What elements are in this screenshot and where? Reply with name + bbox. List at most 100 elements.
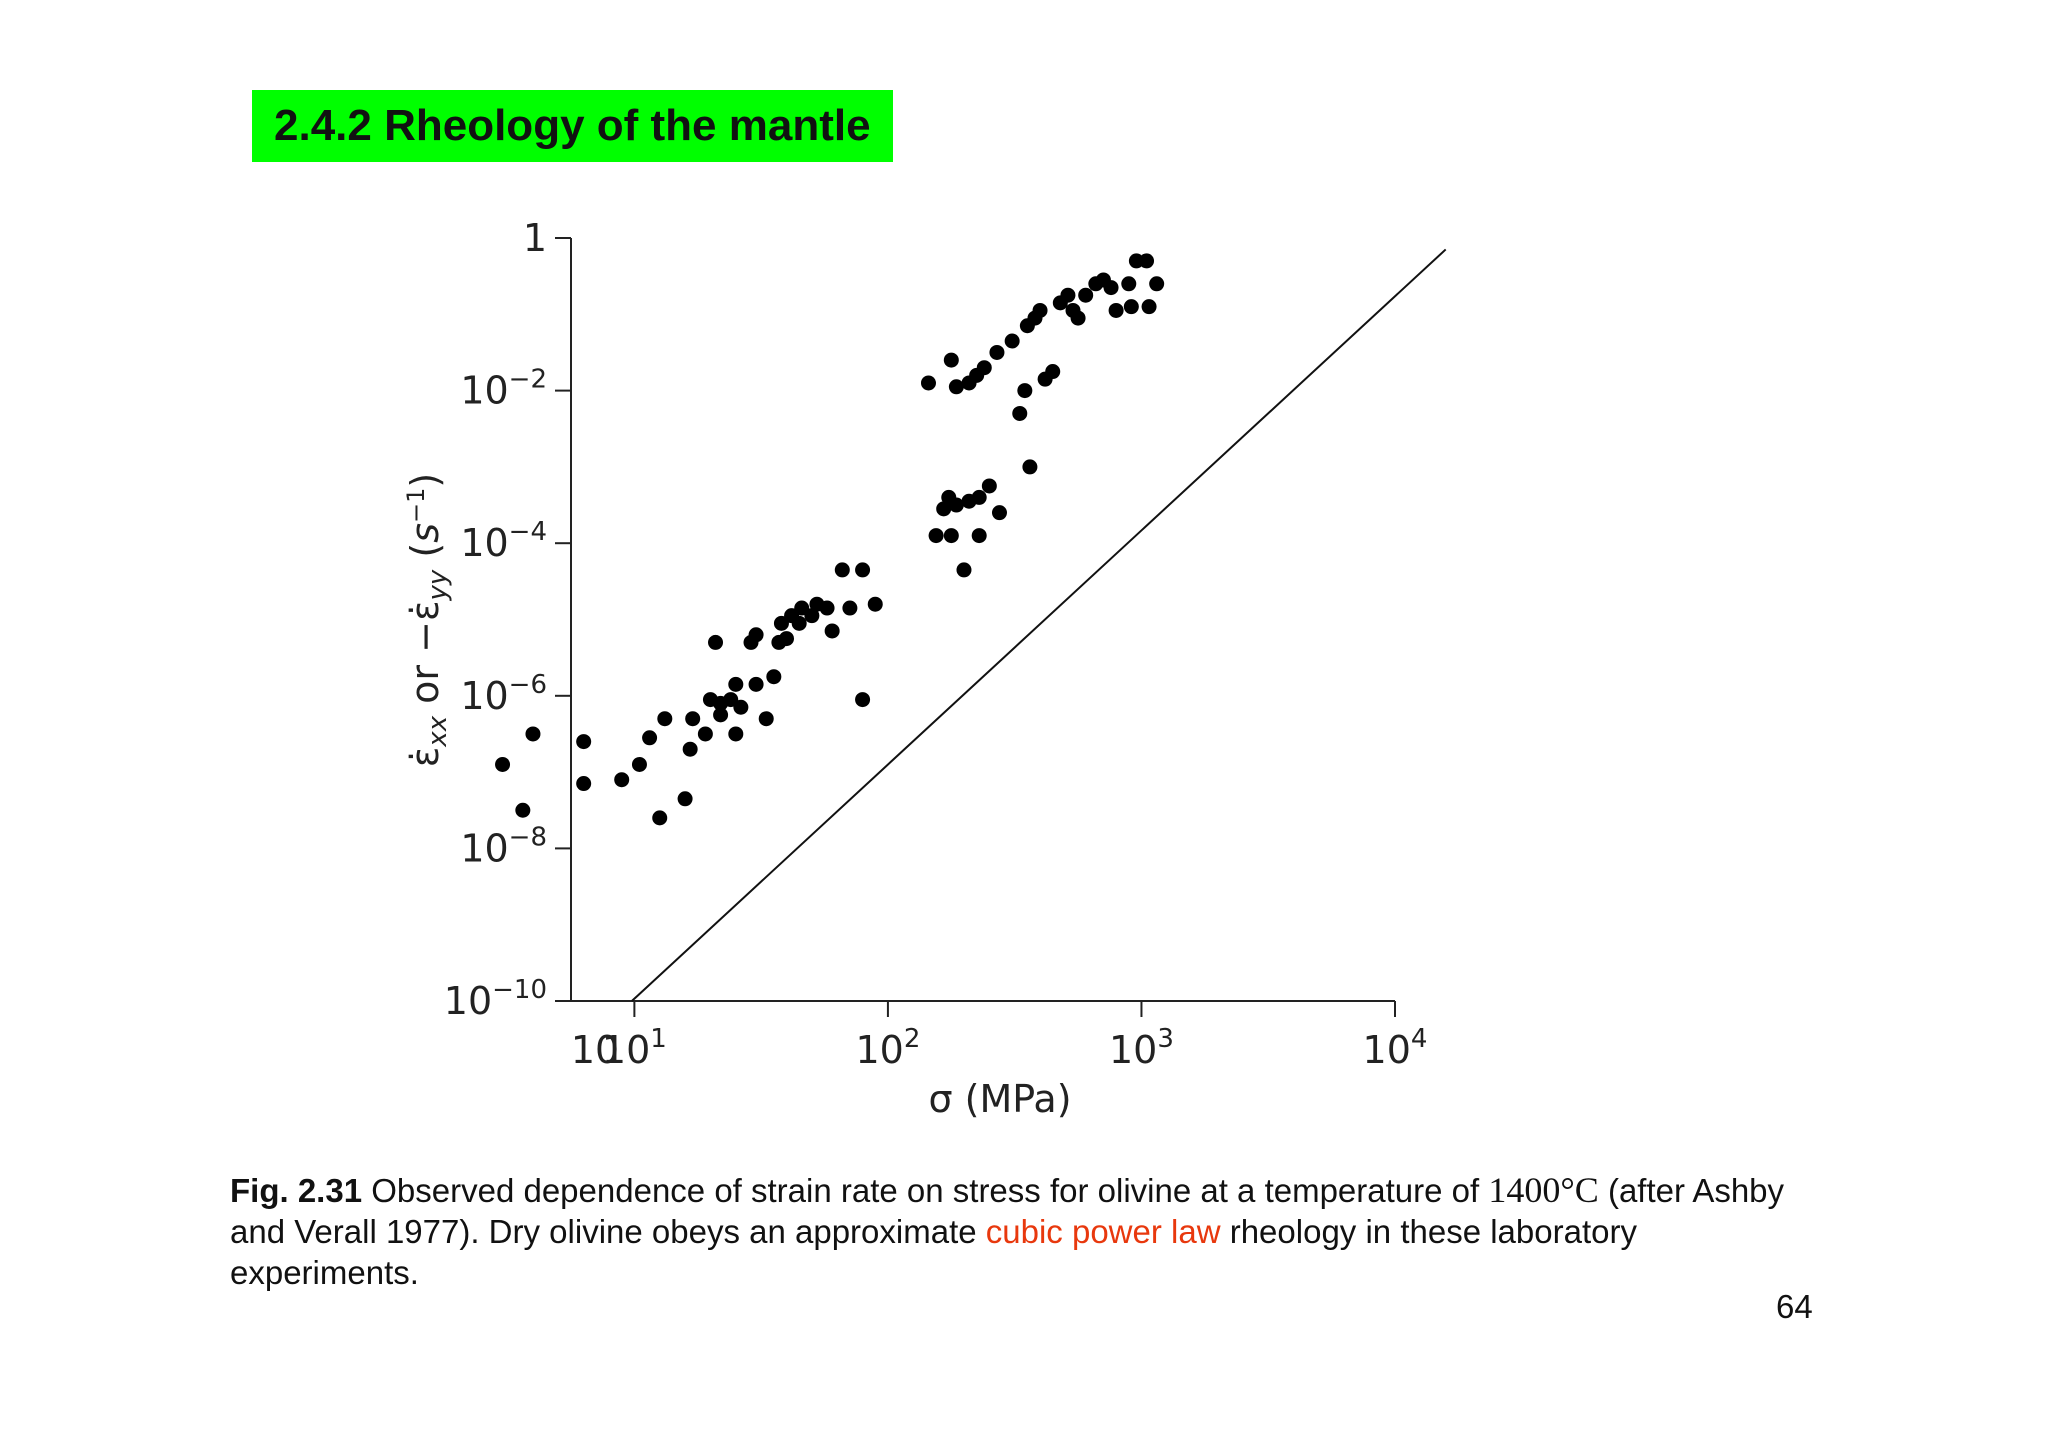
data-point — [855, 692, 871, 708]
data-point — [652, 810, 668, 826]
data-point — [733, 699, 749, 715]
data-point — [1108, 302, 1124, 318]
y-tick-label-base: 10 — [444, 979, 492, 1023]
data-point — [855, 562, 871, 578]
data-point — [766, 669, 782, 685]
x-tick-label: 103 — [1109, 1024, 1174, 1072]
y-tick-label-base: 1 — [523, 216, 547, 260]
data-point — [943, 528, 959, 544]
y-tick-label-base: 10 — [460, 521, 508, 565]
data-point — [948, 497, 964, 513]
y-axis-label-part-4: ) — [403, 473, 447, 488]
data-point — [1103, 280, 1119, 296]
data-point — [1121, 276, 1137, 292]
caption-text-1: Observed dependence of strain rate on st… — [362, 1172, 1489, 1209]
svg-text:ε̇xx or −ε̇yy (s−1): ε̇xx or −ε̇yy (s−1) — [402, 473, 453, 767]
data-point — [943, 352, 959, 368]
data-point — [779, 631, 795, 647]
data-point — [576, 734, 592, 750]
data-point — [1060, 287, 1076, 303]
y-tick-label: 10−10 — [444, 975, 547, 1023]
data-point — [804, 608, 820, 624]
figure-caption: Fig. 2.31 Observed dependence of strain … — [230, 1170, 1830, 1293]
y-tick-label-base: 10 — [460, 369, 508, 413]
data-point — [1141, 299, 1157, 315]
x-tick-label: 104 — [1363, 1024, 1428, 1072]
data-point — [1149, 276, 1165, 292]
data-point — [515, 802, 531, 818]
data-point — [819, 600, 835, 616]
data-point — [697, 726, 713, 742]
data-point — [758, 711, 774, 727]
data-point — [713, 707, 729, 723]
y-axis-label-part-1: ε̇ — [403, 747, 447, 768]
data-point — [1017, 383, 1033, 399]
y-axis-label-unit: s — [403, 523, 447, 543]
caption-text-3: rheology in these laboratory experiments… — [230, 1213, 1637, 1291]
x-origin-label: 10 — [571, 1028, 619, 1072]
y-axis-label-part-2: or −ε̇ — [403, 600, 447, 715]
data-point — [631, 756, 647, 772]
y-tick-label-base: 10 — [460, 674, 508, 718]
x-tick-label-base: 10 — [1363, 1028, 1411, 1072]
data-point — [677, 791, 693, 807]
data-point — [748, 676, 764, 692]
data-point — [948, 379, 964, 395]
y-tick-label-exponent: −8 — [509, 822, 547, 852]
data-point — [976, 360, 992, 376]
data-point — [971, 528, 987, 544]
data-point — [989, 344, 1005, 360]
fit-line — [631, 248, 1447, 1002]
data-point — [685, 711, 701, 727]
data-point — [682, 741, 698, 757]
x-tick-label-base: 10 — [855, 1028, 903, 1072]
data-point — [642, 730, 658, 746]
data-point — [1078, 287, 1094, 303]
y-tick-label: 10−8 — [460, 822, 547, 870]
y-tick-label-exponent: −6 — [509, 670, 547, 700]
caption-highlight: cubic power law — [985, 1213, 1221, 1250]
data-point — [1032, 302, 1048, 318]
y-tick-label-exponent: −2 — [509, 365, 547, 395]
y-tick-label-exponent: −10 — [492, 975, 547, 1005]
data-point — [867, 596, 883, 612]
y-tick-label: 10−2 — [460, 365, 547, 413]
x-tick-label-exponent: 3 — [1157, 1024, 1174, 1054]
y-axis-label-sub-1: xx — [423, 715, 453, 747]
y-axis-label-sub-2: yy — [423, 569, 453, 601]
data-point — [614, 772, 630, 788]
data-point — [1070, 310, 1086, 326]
data-point — [842, 600, 858, 616]
data-point — [1012, 405, 1028, 421]
data-point — [928, 528, 944, 544]
data-point — [981, 478, 997, 494]
y-tick-label: 1 — [523, 216, 547, 260]
y-tick-label-exponent: −4 — [509, 517, 547, 547]
data-point — [920, 375, 936, 391]
data-point — [525, 726, 541, 742]
caption-temperature: 1400°C — [1488, 1170, 1599, 1210]
figure-number: Fig. 2.31 — [230, 1172, 363, 1209]
page-number: 64 — [1776, 1288, 1813, 1325]
data-point — [657, 711, 673, 727]
data-point — [824, 623, 840, 639]
y-axis-label-unit-sup: −1 — [402, 488, 430, 523]
x-tick-label: 102 — [855, 1024, 920, 1072]
data-point — [834, 562, 850, 578]
data-points — [495, 253, 1165, 826]
x-tick-label-base: 10 — [1109, 1028, 1157, 1072]
y-axis-label: ε̇xx or −ε̇yy (s−1) — [402, 473, 453, 767]
x-tick-label-exponent: 4 — [1411, 1024, 1428, 1054]
slide-title: 2.4.2 Rheology of the mantle — [252, 90, 893, 162]
x-tick-label-base: 10 — [602, 1028, 650, 1072]
data-point — [971, 489, 987, 505]
data-point — [936, 501, 952, 517]
data-point — [728, 676, 744, 692]
y-tick-label: 10−4 — [460, 517, 547, 565]
x-tick-label-exponent: 2 — [904, 1024, 921, 1054]
data-point — [1045, 364, 1061, 380]
data-point — [728, 726, 744, 742]
data-point — [1123, 299, 1139, 315]
